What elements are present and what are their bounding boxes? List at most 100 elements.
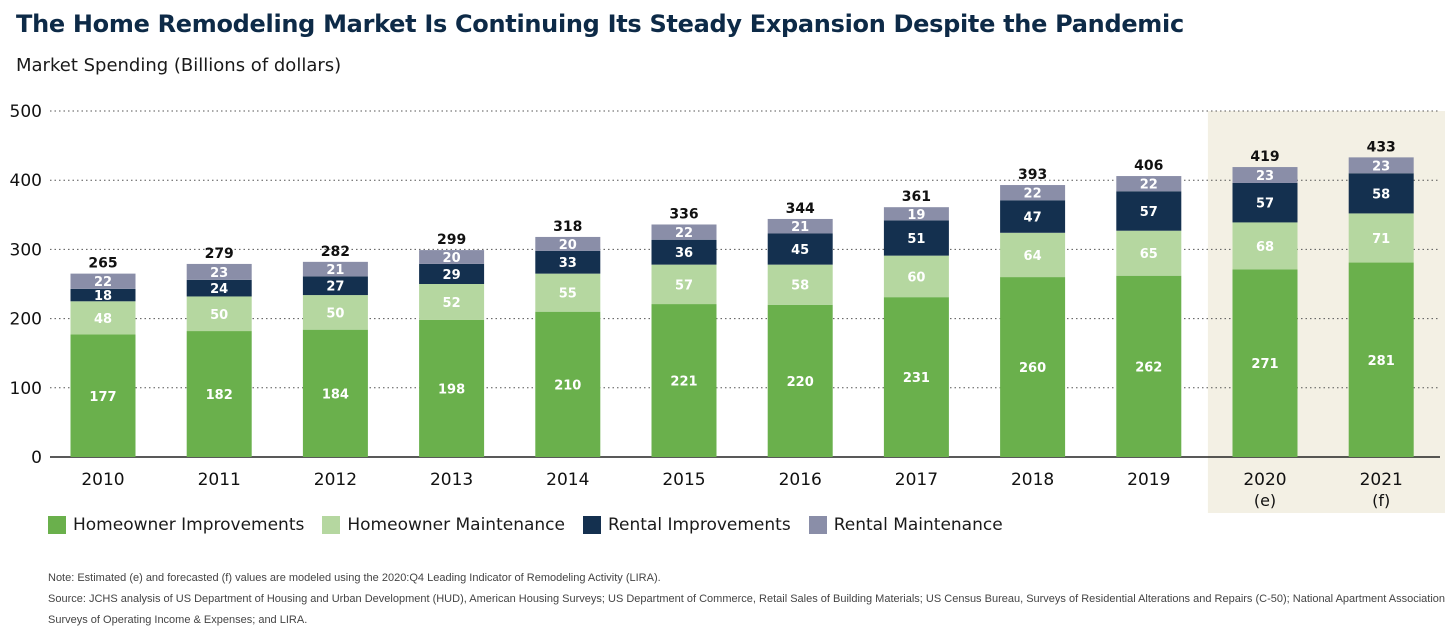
x-tick-label: 2010: [81, 470, 124, 490]
total-label: 419: [1250, 149, 1279, 165]
bar-homeowner-maintenance-2012: [302, 295, 368, 330]
bar-homeowner-maintenance-2020: [1232, 222, 1298, 270]
x-tick-label: 2020: [1243, 470, 1286, 490]
data-label: 50: [210, 308, 228, 323]
data-label: 271: [1251, 357, 1278, 372]
data-label: 45: [791, 243, 809, 258]
bar-rental-improvements-2015: [651, 239, 717, 265]
total-label: 279: [205, 246, 234, 262]
bar-rental-maintenance-2018: [1000, 185, 1066, 201]
x-tick-suffix-label: (f): [1372, 491, 1390, 510]
source-text-continued: Surveys of Operating Income & Expenses; …: [48, 614, 308, 626]
legend-item-homeowner-maintenance: Homeowner Maintenance: [322, 515, 565, 535]
y-tick-label: 500: [10, 102, 42, 122]
data-label: 29: [443, 268, 461, 283]
bar-rental-improvements-2013: [419, 263, 485, 284]
bar-homeowner-improvements-2014: [535, 311, 601, 457]
bar-rental-improvements-2020: [1232, 182, 1298, 223]
legend-item-rental-maintenance: Rental Maintenance: [808, 515, 1003, 535]
data-label: 231: [903, 371, 930, 386]
bar-homeowner-maintenance-2015: [651, 264, 717, 305]
data-label: 27: [326, 280, 344, 295]
data-label: 71: [1372, 232, 1390, 247]
data-label: 184: [322, 387, 349, 402]
y-tick-label: 0: [31, 448, 42, 468]
bar-rental-maintenance-2019: [1116, 176, 1182, 192]
bar-rental-maintenance-2016: [767, 218, 833, 234]
data-label: 57: [675, 278, 693, 293]
data-label: 60: [907, 270, 925, 285]
stacked-bar-chart: 0100200300400500177481822265201018250242…: [10, 102, 1445, 513]
bar-homeowner-maintenance-2013: [419, 284, 485, 320]
y-tick-label: 100: [10, 379, 42, 399]
bar-homeowner-improvements-2013: [419, 319, 485, 457]
data-label: 57: [1256, 197, 1274, 212]
data-label: 47: [1024, 211, 1042, 226]
data-label: 64: [1024, 249, 1042, 264]
bar-homeowner-improvements-2016: [767, 304, 833, 457]
total-label: 336: [669, 206, 698, 222]
legend-label: Homeowner Improvements: [73, 515, 305, 535]
data-label: 221: [670, 375, 697, 390]
data-label: 21: [791, 220, 809, 235]
data-label: 210: [554, 378, 581, 393]
x-tick-label: 2018: [1011, 470, 1054, 490]
data-label: 22: [1140, 178, 1158, 193]
bar-homeowner-improvements-2020: [1232, 269, 1298, 457]
bar-homeowner-improvements-2018: [1000, 277, 1066, 457]
bar-homeowner-maintenance-2021: [1348, 213, 1414, 263]
data-label: 19: [907, 208, 925, 223]
x-tick-label: 2016: [779, 470, 822, 490]
data-label: 33: [559, 256, 577, 271]
legend-label: Homeowner Maintenance: [347, 515, 565, 535]
data-label: 281: [1368, 354, 1395, 369]
bar-homeowner-improvements-2015: [651, 304, 717, 457]
legend-label: Rental Maintenance: [833, 515, 1003, 535]
bar-rental-improvements-2019: [1116, 191, 1182, 231]
bar-homeowner-improvements-2011: [186, 331, 252, 457]
footnotes: Note: Estimated (e) and forecasted (f) v…: [48, 568, 1448, 631]
total-label: 299: [437, 232, 466, 248]
data-label: 20: [443, 251, 461, 266]
bar-rental-maintenance-2021: [1348, 157, 1414, 174]
data-label: 57: [1140, 205, 1158, 220]
data-label: 52: [443, 296, 461, 311]
data-label: 23: [1372, 159, 1390, 174]
y-tick-label: 300: [10, 240, 42, 260]
legend-swatch: [48, 516, 66, 534]
data-label: 51: [907, 232, 925, 247]
source-text: Source: JCHS analysis of US Department o…: [48, 593, 1448, 605]
legend-item-homeowner-improvements: Homeowner Improvements: [48, 515, 304, 535]
bar-rental-improvements-2010: [70, 288, 136, 302]
data-label: 68: [1256, 240, 1274, 255]
data-label: 22: [1024, 187, 1042, 202]
legend-swatch: [322, 516, 341, 534]
y-tick-label: 200: [10, 310, 42, 330]
bar-homeowner-maintenance-2016: [767, 264, 833, 305]
bar-rental-improvements-2011: [186, 279, 252, 297]
data-label: 58: [791, 279, 809, 294]
data-label: 18: [94, 289, 112, 304]
bar-homeowner-improvements-2012: [302, 329, 368, 457]
x-tick-suffix-label: (e): [1254, 491, 1276, 510]
legend-swatch: [808, 516, 827, 534]
data-label: 55: [559, 287, 577, 302]
y-tick-label: 400: [10, 171, 42, 191]
chart-title: The Home Remodeling Market Is Continuing…: [16, 10, 1184, 38]
bar-homeowner-improvements-2017: [883, 297, 949, 457]
x-tick-label: 2015: [662, 470, 705, 490]
bar-rental-maintenance-2013: [419, 250, 485, 264]
bar-rental-improvements-2016: [767, 233, 833, 265]
bar-homeowner-maintenance-2014: [535, 273, 601, 312]
data-label: 36: [675, 246, 693, 261]
data-label: 65: [1140, 247, 1158, 262]
data-label: 22: [94, 275, 112, 290]
total-label: 393: [1018, 167, 1047, 183]
bar-rental-maintenance-2012: [302, 261, 368, 277]
bar-homeowner-improvements-2019: [1116, 275, 1182, 457]
data-label: 177: [89, 390, 116, 405]
legend-item-rental-improvements: Rental Improvements: [582, 515, 791, 535]
bar-rental-maintenance-2020: [1232, 167, 1298, 183]
x-tick-label: 2011: [198, 470, 241, 490]
total-label: 282: [321, 244, 350, 260]
